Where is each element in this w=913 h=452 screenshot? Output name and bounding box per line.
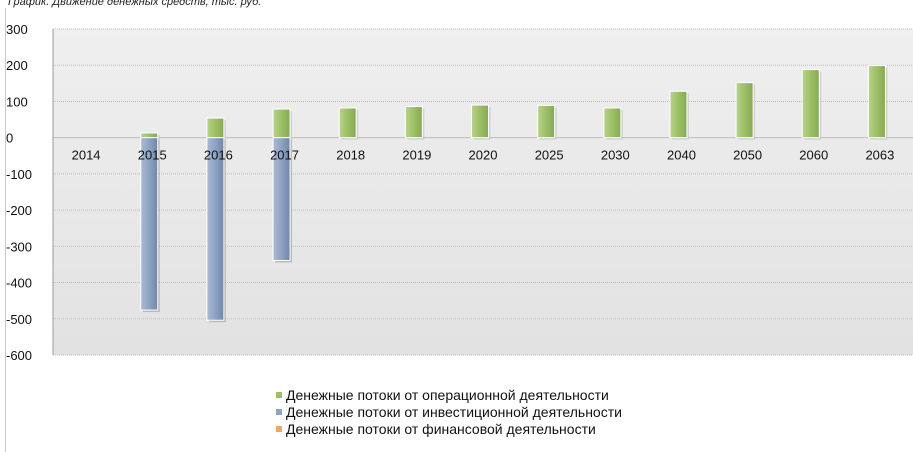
bar-operating — [537, 104, 556, 139]
legend-item-operating: Денежные потоки от операционной деятельн… — [276, 386, 622, 403]
x-tick-label: 2030 — [601, 148, 630, 163]
legend-swatch-investing — [276, 408, 282, 415]
legend-swatch-financing — [276, 425, 282, 432]
legend-item-financing: Денежные потоки от финансовой деятельнос… — [276, 420, 622, 437]
chart-caption: График. Движение денежных средств, тыс. … — [8, 0, 262, 8]
y-tick-label: 100 — [6, 94, 28, 109]
bar-operating — [272, 108, 291, 139]
y-tick-label: -600 — [6, 348, 32, 363]
y-tick-label: 0 — [6, 131, 13, 146]
x-tick-label: 2060 — [799, 148, 828, 163]
y-tick-label: 200 — [6, 58, 28, 73]
bar-operating — [338, 107, 357, 139]
cash-flow-chart: 300 200 100 0 -100 -200 -300 -400 -500 -600 2014 20… — [6, 22, 913, 363]
x-tick-label: 2025 — [535, 148, 564, 163]
y-tick-label: -500 — [6, 312, 32, 327]
bar-operating — [801, 69, 820, 139]
bar-investing — [206, 137, 225, 321]
bar-investing — [140, 137, 159, 311]
bar-investing — [272, 137, 291, 261]
x-tick-label: 2017 — [270, 148, 299, 163]
x-tick-label: 2015 — [138, 148, 167, 163]
x-tick-label: 2040 — [667, 148, 696, 163]
bar-operating — [206, 117, 225, 139]
plot-area — [53, 29, 913, 355]
x-tick-label: 2050 — [733, 148, 762, 163]
bar-operating — [471, 104, 489, 139]
bar-operating — [603, 107, 622, 139]
bar-operating — [669, 90, 688, 139]
y-tick-label: 300 — [6, 22, 28, 37]
x-tick-label: 2063 — [865, 148, 894, 163]
y-tick-label: -200 — [6, 203, 32, 218]
legend-item-investing: Денежные потоки от инвестиционной деятел… — [276, 403, 622, 420]
legend-label-financing: Денежные потоки от финансовой деятельнос… — [286, 420, 596, 437]
legend-swatch-operating — [276, 391, 282, 398]
y-tick-label: -100 — [6, 167, 32, 182]
chart-frame-border — [5, 8, 6, 452]
legend-label-investing: Денежные потоки от инвестиционной деятел… — [286, 403, 622, 420]
y-tick-label: -300 — [6, 239, 32, 254]
x-tick-label: 2020 — [469, 148, 498, 163]
bar-operating — [867, 65, 886, 139]
bar-operating — [140, 132, 159, 139]
bar-operating — [404, 106, 423, 139]
x-tick-label: 2016 — [204, 148, 233, 163]
y-tick-label: -400 — [6, 276, 32, 291]
legend-label-operating: Денежные потоки от операционной деятельн… — [286, 386, 609, 403]
x-tick-label: 2019 — [402, 148, 431, 163]
x-tick-label: 2018 — [336, 148, 365, 163]
bar-operating — [735, 82, 754, 139]
chart-legend: Денежные потоки от операционной деятельн… — [276, 386, 622, 437]
x-tick-label: 2014 — [72, 148, 101, 163]
